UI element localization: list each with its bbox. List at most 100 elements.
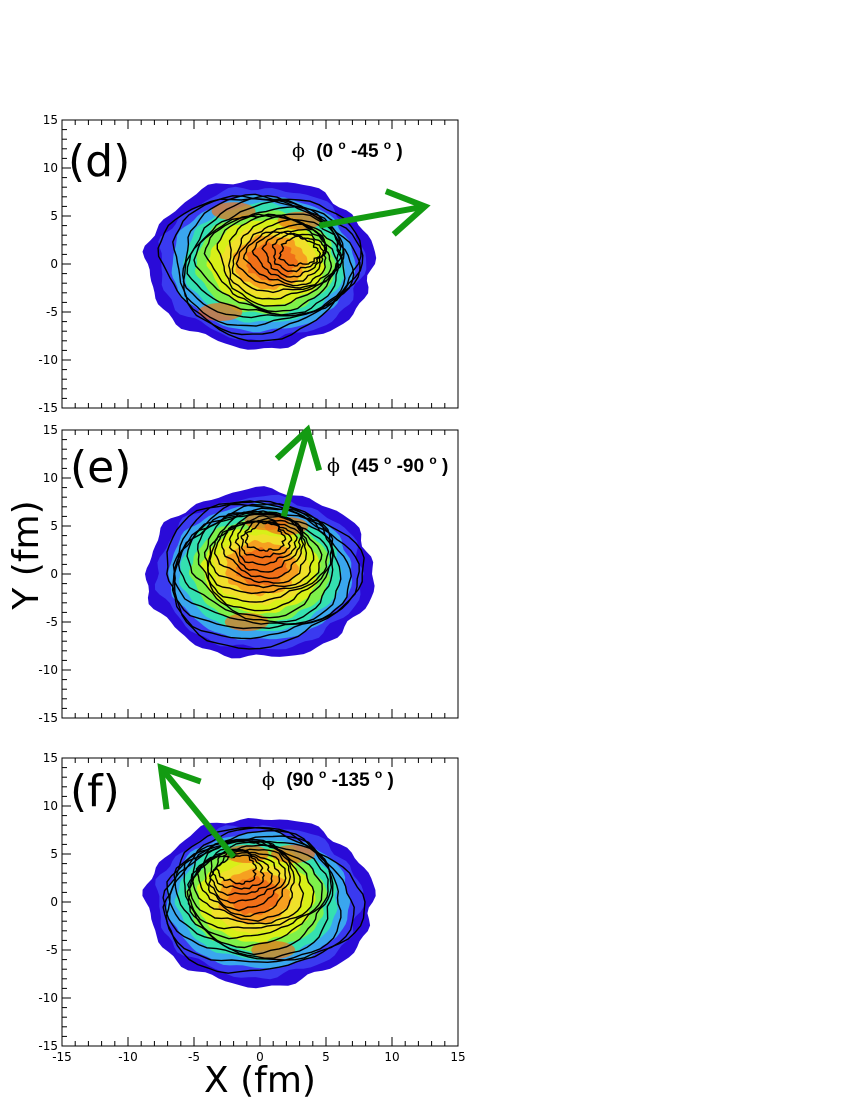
panel-d: -15 -10 -5 0 5 10 15 (d) ϕ (0 o -45 o ) xyxy=(38,113,459,415)
x-tick-label: 0 xyxy=(256,1050,264,1064)
contour-line xyxy=(202,848,287,912)
panel-f: -15 -10 -5 0 5 10 15 -15 -10 -5 0 5 10 15 (f) ϕ (90 o… xyxy=(38,751,465,1064)
direction-arrow-f xyxy=(157,763,236,859)
contour-line xyxy=(228,519,303,573)
y-tick-label: 10 xyxy=(43,471,58,485)
y-tick-label: 15 xyxy=(43,751,58,765)
y-tick-label: 5 xyxy=(50,847,58,861)
contour-line xyxy=(157,198,362,342)
contours-d xyxy=(157,193,364,342)
y-tick-label: 10 xyxy=(43,161,58,175)
contour-line xyxy=(208,848,281,904)
contour-line xyxy=(261,231,327,278)
contour-line xyxy=(162,826,355,964)
phi-mid-f: -135 xyxy=(332,770,370,791)
phi-close-f: ) xyxy=(388,770,394,791)
arrow-shaft xyxy=(318,203,426,229)
y-tick-label: 5 xyxy=(50,519,58,533)
contour-line xyxy=(190,844,295,922)
phi-deg1-e: o xyxy=(384,453,391,467)
phi-deg2-d: o xyxy=(384,138,391,152)
phi-deg2-f: o xyxy=(375,767,382,781)
contour-line xyxy=(193,205,342,316)
phi-symbol-e: ϕ xyxy=(327,455,340,477)
contour-line xyxy=(278,234,322,267)
phi-open-d: (0 xyxy=(316,141,333,162)
arrow-head xyxy=(384,188,431,237)
y-tick-label: -15 xyxy=(38,711,58,725)
contour-line xyxy=(214,854,258,886)
panel-letter-e: (e) xyxy=(70,442,131,493)
contour-line xyxy=(162,829,342,961)
hot-spot xyxy=(224,613,269,631)
phi-label-e: ϕ (45 o -90 o ) xyxy=(327,448,448,477)
contour-line xyxy=(231,214,339,294)
phi-deg1-f: o xyxy=(319,767,326,781)
panel-letter-d: (d) xyxy=(68,136,130,187)
x-tick-label: -15 xyxy=(52,1050,72,1064)
phi-close-e: ) xyxy=(442,456,448,477)
phi-label-f: ϕ (90 o -135 o ) xyxy=(262,762,394,791)
contour-line xyxy=(211,851,265,890)
y-tick-label: 0 xyxy=(50,257,58,271)
y-tick-label: -15 xyxy=(38,401,58,415)
panel-e: -15 -10 -5 0 5 10 15 (e) ϕ (45 o -90 o ) xyxy=(38,423,459,725)
contour-line xyxy=(177,507,334,623)
contour-line xyxy=(195,848,292,918)
phi-symbol-f: ϕ xyxy=(262,769,275,791)
y-tick-label: -5 xyxy=(46,943,58,957)
contour-line xyxy=(244,521,287,552)
y-tick-label: -10 xyxy=(38,991,58,1005)
contour-line xyxy=(166,835,334,959)
y-tick-label: 15 xyxy=(43,423,58,437)
heat-level xyxy=(226,875,279,916)
contour-line xyxy=(186,199,346,317)
x-tick-label: -5 xyxy=(188,1050,200,1064)
contour-line xyxy=(183,839,329,949)
x-tick-label: -10 xyxy=(118,1050,138,1064)
y-tick-label: -10 xyxy=(38,353,58,367)
y-tick-label: -5 xyxy=(46,615,58,629)
contours-e xyxy=(166,500,365,650)
y-tick-label: 5 xyxy=(50,209,58,223)
phi-deg2-e: o xyxy=(429,453,436,467)
phi-mid-d: -45 xyxy=(351,141,379,162)
contour-line xyxy=(209,512,315,589)
contour-line xyxy=(220,517,305,580)
contour-line xyxy=(216,213,345,307)
arrow-shaft xyxy=(280,429,311,518)
contour-line xyxy=(240,520,293,559)
direction-arrow-e xyxy=(274,424,323,518)
contour-line xyxy=(173,503,342,625)
phi-symbol-d: ϕ xyxy=(292,140,305,162)
phi-close-d: ) xyxy=(396,141,402,162)
arrow-head xyxy=(274,424,323,472)
x-tick-label: 10 xyxy=(384,1050,399,1064)
axes-d: -15 -10 -5 0 5 10 15 xyxy=(38,113,459,415)
phi-open-e: (45 xyxy=(351,456,379,477)
heat-level xyxy=(246,241,298,282)
phi-label-d: ϕ (0 o -45 o ) xyxy=(292,133,403,162)
direction-arrow-d xyxy=(318,188,431,237)
panel-letter-f: (f) xyxy=(70,766,120,817)
y-tick-label: 10 xyxy=(43,799,58,813)
contour-line xyxy=(271,232,325,273)
contour-line xyxy=(173,840,333,956)
x-axis-title: X (fm) xyxy=(204,1060,316,1100)
y-tick-label: 0 xyxy=(50,567,58,581)
contour-line xyxy=(186,511,334,619)
y-axis-title: Y (fm) xyxy=(6,500,47,610)
contour-line xyxy=(235,218,333,289)
arrow-shaft xyxy=(158,765,236,859)
y-tick-label: -10 xyxy=(38,663,58,677)
phi-mid-e: -90 xyxy=(397,456,424,477)
contour-line xyxy=(251,228,328,283)
y-tick-label: 0 xyxy=(50,895,58,909)
contours-f xyxy=(162,826,366,974)
hot-spot xyxy=(211,202,256,221)
y-tick-label: -5 xyxy=(46,305,58,319)
contour-line xyxy=(213,514,308,584)
x-tick-label: 5 xyxy=(322,1050,330,1064)
phi-open-f: (90 xyxy=(286,770,313,791)
